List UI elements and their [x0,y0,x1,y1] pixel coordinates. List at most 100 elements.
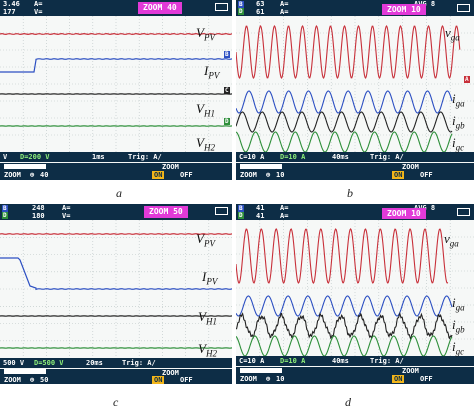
scope-header: B D 248 180 A= V= ZOOM 50 [0,204,232,220]
reading-1: 3.46 [3,0,20,8]
magnifier-icon: ⊕ [30,171,34,179]
unit-a: A= [280,204,288,212]
channel-d-badge: D [238,212,244,219]
status-bar: C=10 A D=10 A 40ms Trig: A/ [236,152,474,162]
zoom-on-button[interactable]: ON [152,171,164,179]
zoom-badge: ZOOM 50 [144,206,188,218]
igc-label: igc [452,136,464,155]
trace-marker-b: B [224,51,230,58]
trigger-info: Trig: A/ [370,152,404,162]
softkey-bar: ZOOM ⊕ 10 ZOOM ON OFF [236,367,474,384]
zoom-off-button[interactable]: OFF [418,375,435,383]
trigger-info: Trig: A/ [122,358,156,368]
trace-marker-a: A [464,76,470,83]
waveform-display [236,16,474,152]
trace-marker-d: D [224,118,230,125]
channel-b-badge: B [2,205,8,212]
timebase: 40ms [332,356,349,366]
channel-b-badge: B [238,205,244,212]
scale-d: D=10 A [280,152,305,162]
zoom-on-button[interactable]: ON [152,376,164,384]
magnifier-icon: ⊕ [30,376,34,384]
battery-icon [215,3,228,11]
trigger-info: Trig: A/ [370,356,404,366]
caption-b: b [347,187,353,199]
scope-panel-b: B D 63 61 A= A= AVG 8 ZOOM 10 A C=10 A D… [236,0,474,180]
reading-2: 180 [32,212,45,220]
zoom-value: 10 [276,171,284,179]
igb-label: igb [452,114,465,133]
softkey-bar: ZOOM ⊕ 50 ZOOM ON OFF [0,369,232,384]
iga-label: iga [452,92,465,111]
unit-a: A= [62,204,70,212]
scope-panel-d: B D 41 41 A= A= AVG 8 ZOOM 10 C=10 A D=1… [236,204,474,384]
zoom-toggle-title: ZOOM [162,163,179,171]
timebase: 40ms [332,152,349,162]
zoom-value: 50 [40,376,48,384]
zoom-on-button[interactable]: ON [392,375,404,383]
ipv-label: IPV [204,64,219,83]
softkey-bar: ZOOM ⊕ 40 ZOOM ON OFF [0,163,232,180]
unit-a: A= [34,0,42,8]
trace-marker-c: C [224,87,230,94]
zoom-softkey-label[interactable]: ZOOM [240,171,257,179]
scope-header: 3.46 177 A= V= ZOOM 40 [0,0,232,16]
zoom-on-button[interactable]: ON [392,171,404,179]
zoom-off-button[interactable]: OFF [178,376,195,384]
vh2-label: VH2 [198,342,217,361]
channel-d-badge: D [238,8,244,15]
scope-header: B D 41 41 A= A= AVG 8 ZOOM 10 [236,204,474,220]
zoom-badge: ZOOM 10 [382,4,426,15]
vga-label: vga [444,232,459,251]
ipv-label: IPV [202,270,217,289]
zoom-badge: ZOOM 40 [138,2,182,14]
scale-d: D=10 A [280,356,305,366]
unit-b: V= [34,8,42,16]
reading-2: 61 [256,8,264,16]
caption-d: d [345,396,351,408]
vh2-label: VH2 [196,136,215,155]
zoom-slider-track[interactable] [4,164,46,169]
zoom-off-button[interactable]: OFF [178,171,195,179]
scale-c: C=10 A [239,356,264,366]
caption-c: c [113,396,118,408]
battery-icon [457,4,470,12]
vpv-label: VPV [196,26,215,45]
softkey-bar: ZOOM ⊕ 10 ZOOM ON OFF [236,163,474,180]
unit-b: A= [280,8,288,16]
zoom-softkey-label[interactable]: ZOOM [4,376,21,384]
caption-a: a [116,187,122,199]
vh1-label: VH1 [196,102,215,121]
igb-trace [236,314,452,339]
zoom-toggle-title: ZOOM [162,369,179,377]
zoom-softkey-label[interactable]: ZOOM [240,375,257,383]
zoom-toggle-title: ZOOM [402,163,419,171]
timebase: 1ms [92,152,105,162]
iga-trace [236,91,452,113]
scope-header: B D 63 61 A= A= AVG 8 ZOOM 10 [236,0,474,16]
channel-d-badge: D [2,212,8,219]
reading-2: 177 [3,8,16,16]
magnifier-icon: ⊕ [266,375,270,383]
vpv-label: VPV [196,232,215,251]
unit-b: A= [280,212,288,220]
zoom-slider-track[interactable] [240,164,282,169]
reading-1: 63 [256,0,264,8]
battery-icon [215,207,228,215]
reading-1: 41 [256,204,264,212]
zoom-slider-track[interactable] [240,368,282,373]
zoom-badge: ZOOM 10 [382,208,426,219]
waveform-display [236,220,474,356]
igc-label: igc [452,340,464,359]
reading-2: 41 [256,212,264,220]
unit-b: V= [62,212,70,220]
status-bar: C=10 A D=10 A 40ms Trig: A/ [236,356,474,366]
zoom-slider-track[interactable] [4,369,46,374]
igb-trace [236,112,452,132]
reading-1: 248 [32,204,45,212]
zoom-off-button[interactable]: OFF [418,171,435,179]
scale-left: V [3,152,7,162]
zoom-softkey-label[interactable]: ZOOM [4,171,21,179]
iga-label: iga [452,296,465,315]
igb-label: igb [452,318,465,337]
